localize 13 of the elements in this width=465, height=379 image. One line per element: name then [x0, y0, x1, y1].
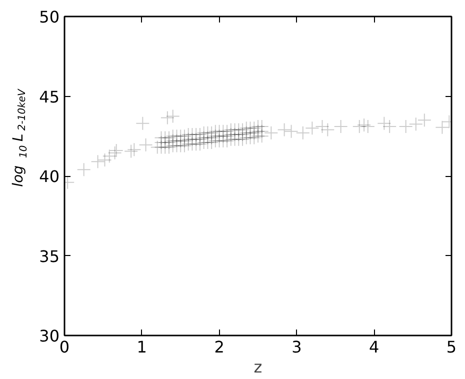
x-tick-label: 2 — [214, 338, 224, 356]
x-tick-label: 0 — [59, 338, 70, 356]
y-axis-title: log10L2-10keV — [10, 88, 30, 187]
x-tick-label: 5 — [446, 338, 457, 356]
x-tick-label: 3 — [292, 338, 302, 356]
y-tick-label: 50 — [39, 8, 60, 26]
x-axis-title: z — [254, 358, 262, 376]
x-tick-label: 4 — [369, 338, 380, 356]
y-tick-label: 45 — [39, 87, 60, 106]
y-tick-label: 30 — [39, 326, 60, 346]
y-tick-label: 40 — [39, 167, 60, 186]
y-tick-label: 35 — [39, 246, 60, 266]
x-tick-label: 1 — [136, 338, 147, 356]
